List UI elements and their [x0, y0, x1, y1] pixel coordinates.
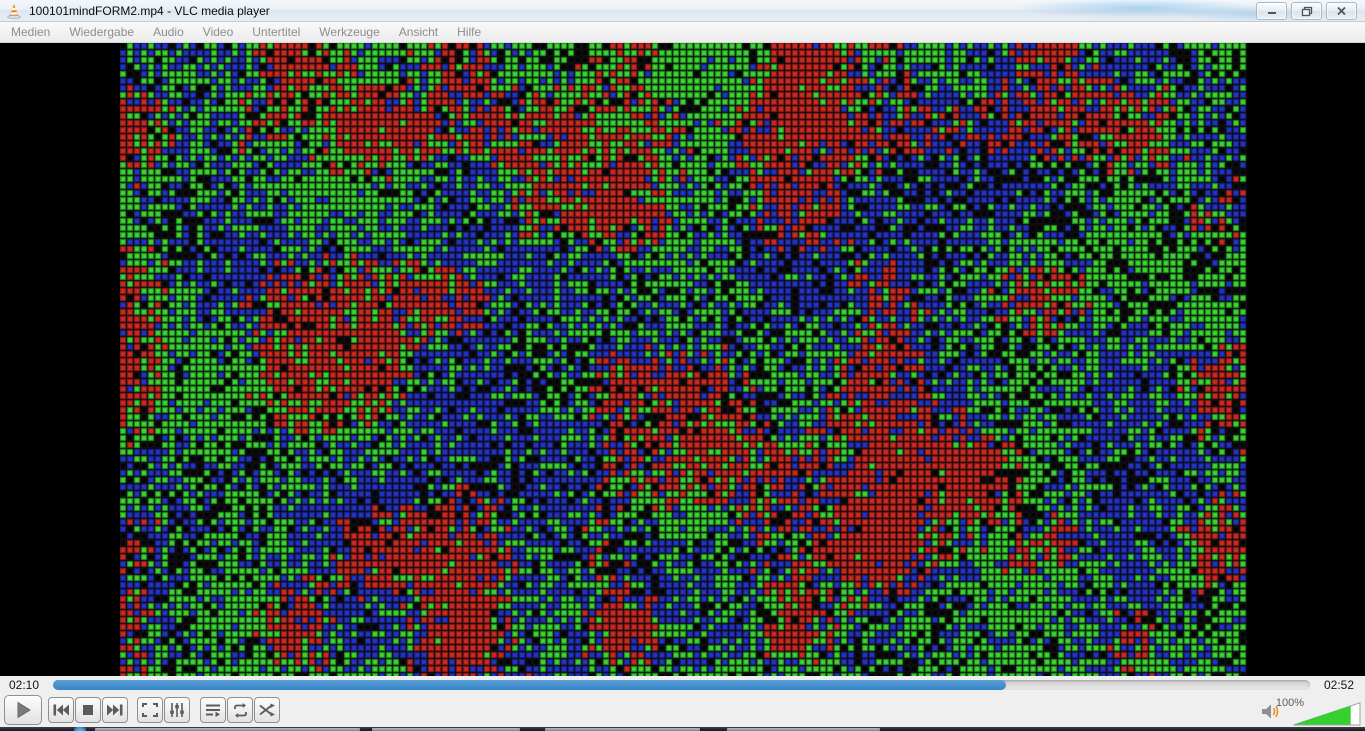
- volume-slider[interactable]: [1293, 702, 1361, 726]
- menu-hilfe[interactable]: Hilfe: [457, 25, 482, 39]
- window-title: 100101mindFORM2.mp4 - VLC media player: [29, 3, 270, 18]
- menu-audio[interactable]: Audio: [153, 25, 184, 39]
- menu-video[interactable]: Video: [202, 25, 234, 39]
- close-icon: [1337, 6, 1346, 16]
- start-orb-edge: [74, 727, 86, 731]
- extended-settings-button[interactable]: [164, 697, 190, 723]
- seek-row: 02:10 02:52: [0, 676, 1365, 694]
- video-canvas: [120, 43, 1247, 676]
- minimize-icon: [1267, 12, 1276, 14]
- total-time: 02:52: [1323, 678, 1354, 692]
- volume-percent-label: 100%: [1275, 697, 1304, 709]
- loop-button[interactable]: [227, 697, 253, 723]
- video-display[interactable]: [0, 43, 1365, 676]
- elapsed-time: 02:10: [9, 678, 40, 692]
- play-icon: [17, 701, 31, 719]
- fullscreen-button[interactable]: [137, 697, 163, 723]
- menu-wiedergabe[interactable]: Wiedergabe: [69, 25, 135, 39]
- title-bar[interactable]: 100101mindFORM2.mp4 - VLC media player: [0, 0, 1365, 22]
- next-button[interactable]: [102, 697, 128, 723]
- seek-fill: [53, 680, 1006, 690]
- play-button[interactable]: [4, 695, 42, 725]
- random-icon: [258, 703, 275, 717]
- previous-button[interactable]: [48, 697, 74, 723]
- restore-icon: [1301, 6, 1312, 16]
- speaker-icon[interactable]: [1261, 703, 1283, 720]
- random-button[interactable]: [254, 697, 280, 723]
- menu-werkzeuge[interactable]: Werkzeuge: [319, 25, 380, 39]
- controls-toolbar: 100%: [0, 694, 1365, 727]
- stop-icon: [83, 705, 93, 715]
- menu-bar: Medien Wiedergabe Audio Video Untertitel…: [0, 22, 1365, 43]
- loop-icon: [233, 702, 247, 718]
- close-button[interactable]: [1326, 2, 1357, 20]
- taskbar-edge: [0, 727, 1365, 731]
- playlist-icon: [206, 704, 220, 717]
- menu-ansicht[interactable]: Ansicht: [398, 25, 439, 39]
- minimize-button[interactable]: [1256, 2, 1287, 20]
- stop-button[interactable]: [75, 697, 101, 723]
- playlist-button[interactable]: [200, 697, 226, 723]
- menu-medien[interactable]: Medien: [11, 25, 51, 39]
- previous-icon: [53, 704, 69, 716]
- menu-untertitel[interactable]: Untertitel: [252, 25, 301, 39]
- restore-button[interactable]: [1291, 2, 1322, 20]
- seek-slider[interactable]: [53, 680, 1310, 690]
- extended-settings-icon: [170, 703, 184, 717]
- next-icon: [107, 704, 123, 716]
- vlc-cone-icon: [7, 3, 21, 19]
- fullscreen-icon: [142, 703, 158, 717]
